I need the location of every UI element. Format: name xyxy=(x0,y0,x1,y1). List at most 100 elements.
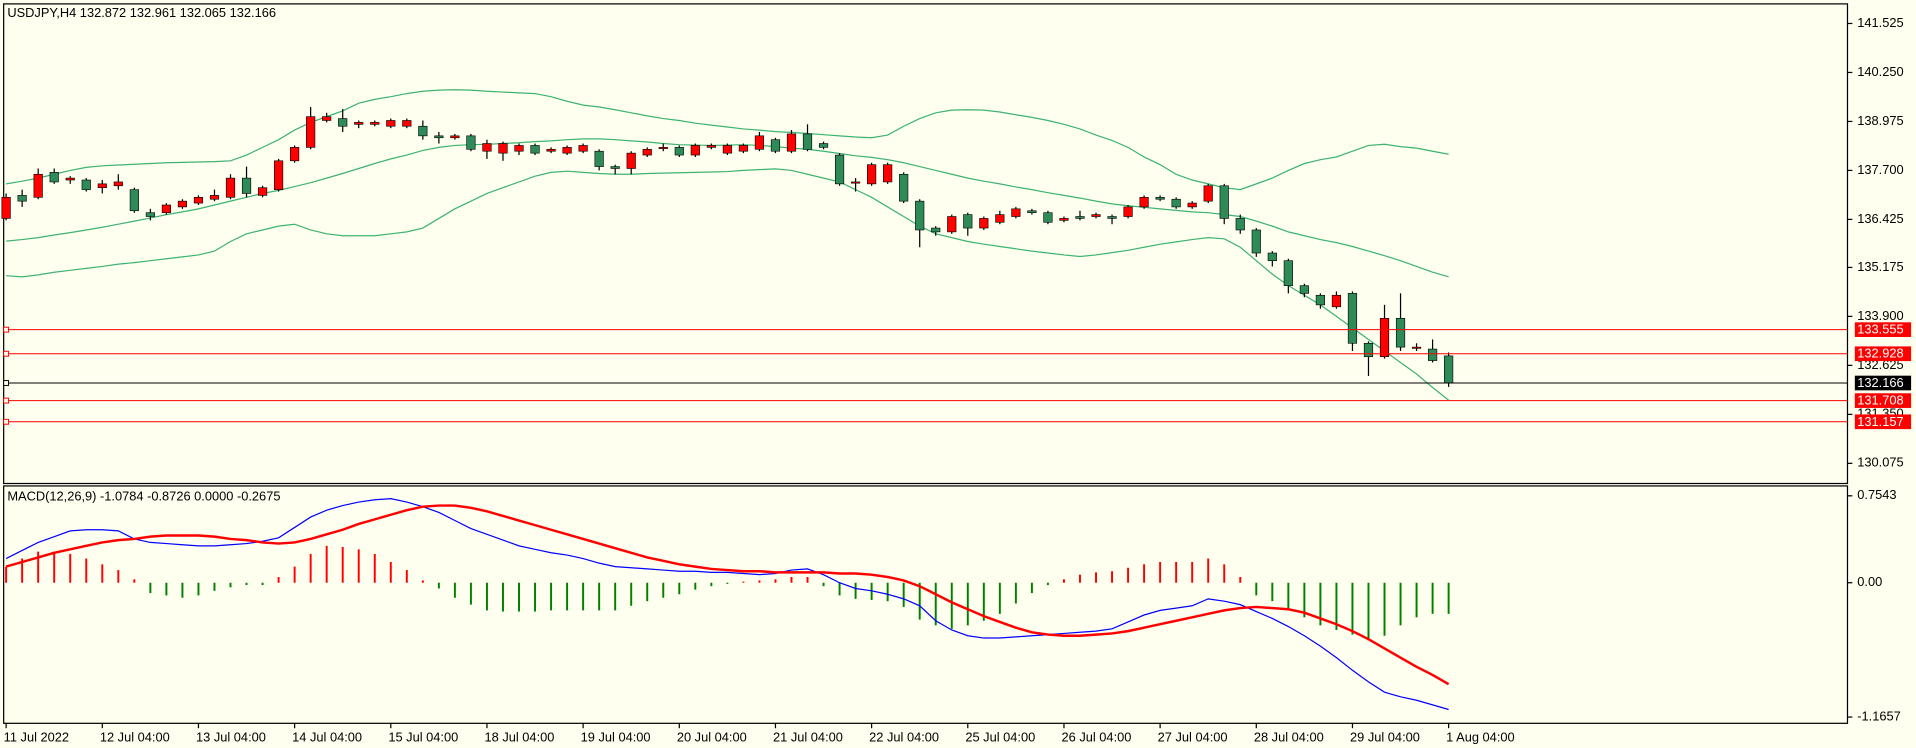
candle-body xyxy=(114,182,123,186)
candle-body xyxy=(274,161,283,190)
candle-body xyxy=(130,190,139,211)
candle-body xyxy=(403,120,412,126)
candle-body xyxy=(980,218,989,228)
candle-body xyxy=(1252,230,1261,253)
candle-body xyxy=(1124,207,1133,217)
candle-body xyxy=(835,155,844,184)
candle-body xyxy=(66,178,75,180)
level-handle xyxy=(4,398,9,403)
candle-body xyxy=(1236,218,1245,230)
candle-body xyxy=(1172,199,1181,207)
y-tick-label: 136.425 xyxy=(1857,211,1903,226)
level-handle xyxy=(4,419,9,424)
x-tick-label: 13 Jul 04:00 xyxy=(196,729,266,744)
candle-body xyxy=(1044,213,1053,223)
candle-body xyxy=(370,122,379,124)
candle-body xyxy=(787,134,796,151)
candle-body xyxy=(1076,217,1085,219)
candle-body xyxy=(2,197,11,218)
candle-body xyxy=(1444,356,1453,383)
candle-body xyxy=(659,147,668,148)
candle-body xyxy=(258,188,267,196)
candle-body xyxy=(755,136,764,149)
x-tick-label: 11 Jul 2022 xyxy=(4,729,69,744)
x-tick-label: 12 Jul 04:00 xyxy=(100,729,170,744)
candle-body xyxy=(1204,186,1213,201)
y-tick-label: 0.00 xyxy=(1857,574,1882,589)
level-handle xyxy=(4,351,9,356)
candle-body xyxy=(1156,197,1165,199)
y-tick-label: 137.700 xyxy=(1857,162,1903,177)
level-handle xyxy=(4,327,9,332)
level-label: 131.708 xyxy=(1857,393,1903,408)
candle-body xyxy=(643,149,652,155)
candle-body xyxy=(499,144,508,154)
candle-body xyxy=(34,174,43,197)
level-label: 131.157 xyxy=(1857,414,1903,429)
candle-body xyxy=(451,136,460,138)
candle-body xyxy=(1060,218,1069,220)
candle-body xyxy=(1092,215,1101,217)
x-tick-label: 22 Jul 04:00 xyxy=(869,729,939,744)
x-tick-label: 26 Jul 04:00 xyxy=(1062,729,1132,744)
candle-body xyxy=(338,119,347,127)
candle-body xyxy=(1220,186,1229,219)
candle-body xyxy=(899,174,908,201)
candle-body xyxy=(387,120,396,126)
candle-body xyxy=(290,147,299,160)
candle-body xyxy=(803,134,812,149)
candle-body xyxy=(964,215,973,228)
candle-body xyxy=(1380,318,1389,356)
candle-body xyxy=(1028,211,1037,213)
candle-body xyxy=(354,122,363,124)
candle-body xyxy=(1364,343,1373,356)
candle-body xyxy=(819,144,828,148)
candle-body xyxy=(178,201,187,207)
candle-body xyxy=(996,215,1005,223)
candle-body xyxy=(162,205,171,213)
level-label: 133.555 xyxy=(1857,322,1903,337)
level-label: 132.166 xyxy=(1857,375,1903,390)
x-tick-label: 15 Jul 04:00 xyxy=(388,729,458,744)
candle-body xyxy=(435,136,444,138)
x-tick-label: 19 Jul 04:00 xyxy=(581,729,651,744)
candle-body xyxy=(1140,197,1149,207)
y-tick-label: 130.075 xyxy=(1857,455,1903,470)
candle-body xyxy=(82,180,91,190)
candle-body xyxy=(322,117,331,121)
candle-body xyxy=(851,182,860,183)
candle-body xyxy=(1188,203,1197,207)
x-tick-label: 20 Jul 04:00 xyxy=(677,729,747,744)
x-tick-label: 21 Jul 04:00 xyxy=(773,729,843,744)
candle-body xyxy=(50,172,59,182)
candle-body xyxy=(483,144,492,152)
chart-title: USDJPY,H4 132.872 132.961 132.065 132.16… xyxy=(7,5,276,20)
candle-body xyxy=(1428,349,1437,361)
candle-body xyxy=(579,145,588,151)
candle-body xyxy=(563,147,572,153)
candle-body xyxy=(1412,347,1421,348)
candle-body xyxy=(1316,295,1325,305)
candle-body xyxy=(1108,217,1117,219)
candle-body xyxy=(467,136,476,149)
candle-body xyxy=(306,117,315,148)
y-tick-label: 133.900 xyxy=(1857,308,1903,323)
candle-body xyxy=(1284,261,1293,286)
candle-body xyxy=(627,153,636,168)
y-tick-label: 141.525 xyxy=(1857,15,1903,30)
candle-body xyxy=(1332,295,1341,307)
candle-body xyxy=(1300,286,1309,294)
macd-title: MACD(12,26,9) -1.0784 -0.8726 0.0000 -0.… xyxy=(7,488,280,503)
candle-body xyxy=(707,145,716,147)
x-tick-label: 25 Jul 04:00 xyxy=(965,729,1035,744)
candle-body xyxy=(515,145,524,151)
x-tick-label: 29 Jul 04:00 xyxy=(1350,729,1420,744)
y-tick-label: 135.175 xyxy=(1857,259,1903,274)
candle-body xyxy=(210,195,219,199)
y-tick-label: -1.1657 xyxy=(1857,708,1901,723)
level-label: 132.928 xyxy=(1857,346,1903,361)
candle-body xyxy=(931,228,940,232)
candle-body xyxy=(547,149,556,151)
